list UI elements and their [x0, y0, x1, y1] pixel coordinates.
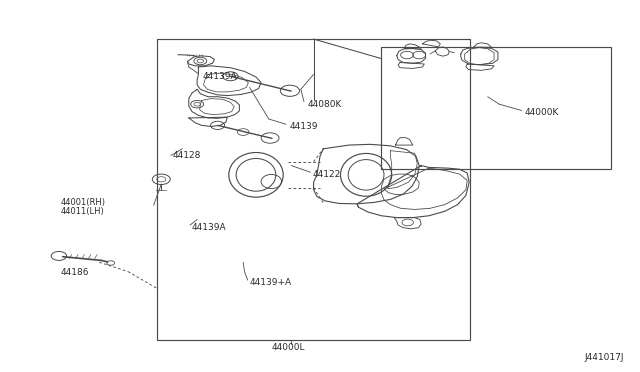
Text: J441017J: J441017J	[584, 353, 624, 362]
Text: 44000K: 44000K	[525, 108, 559, 117]
Text: 44139A: 44139A	[202, 72, 237, 81]
Text: 44139+A: 44139+A	[250, 278, 292, 287]
Text: 44139: 44139	[289, 122, 318, 131]
Text: 44122: 44122	[312, 170, 340, 179]
Text: 44080K: 44080K	[307, 100, 342, 109]
Text: 44139A: 44139A	[192, 223, 227, 232]
Bar	[381, 46, 611, 169]
Text: 44000L: 44000L	[271, 343, 305, 352]
Text: 44186: 44186	[61, 268, 90, 277]
Text: 44128: 44128	[173, 151, 201, 160]
Text: 44011(LH): 44011(LH)	[61, 207, 104, 216]
Text: 44001(RH): 44001(RH)	[61, 198, 106, 207]
Bar	[157, 39, 470, 340]
